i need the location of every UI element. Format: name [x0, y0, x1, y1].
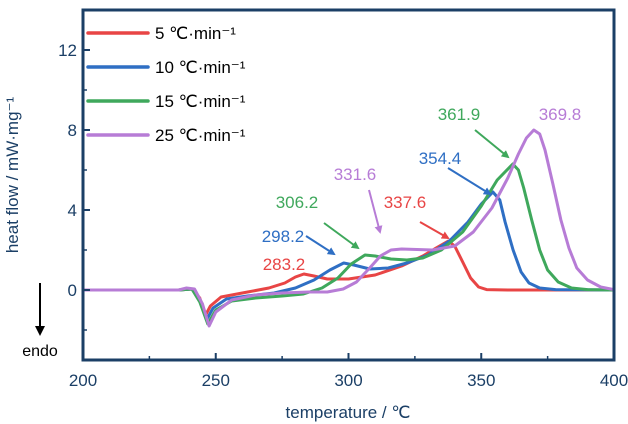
y-tick-label-8: 8: [68, 121, 77, 140]
series-line-5-k-min: [81, 239, 616, 318]
y-tick-label-4: 4: [68, 201, 77, 220]
peak-label-306-2: 306.2: [276, 193, 319, 212]
peak-label-361-9: 361.9: [438, 105, 481, 124]
peak-label-354-4: 354.4: [419, 149, 462, 168]
peak-arrow-306-2: [323, 222, 360, 250]
x-tick-label-400: 400: [600, 371, 628, 390]
y-axis-title: heat flow / mW·mg⁻¹: [3, 97, 22, 254]
peak-label-331-6: 331.6: [334, 165, 377, 184]
series-line-10-k-min: [81, 190, 616, 322]
legend-label: 25 ℃·min⁻¹: [155, 126, 246, 145]
peak-arrow-354-4: [447, 167, 492, 196]
series-line-25-k-min: [81, 128, 616, 328]
x-tick-label-350: 350: [467, 371, 495, 390]
legend-label: 5 ℃·min⁻¹: [155, 24, 236, 43]
peak-label-298-2: 298.2: [262, 227, 305, 246]
x-axis-title: temperature / ℃: [286, 403, 411, 422]
y-tick-label-0: 0: [68, 281, 77, 300]
series-line-15-k-min: [81, 162, 616, 326]
legend-label: 10 ℃·min⁻¹: [155, 58, 246, 77]
peak-arrow-361-9: [474, 129, 510, 159]
x-tick-label-200: 200: [69, 371, 97, 390]
legend-label: 15 ℃·min⁻¹: [155, 92, 246, 111]
peak-label-337-6: 337.6: [384, 193, 427, 212]
x-tick-label-300: 300: [334, 371, 362, 390]
series-lines: [81, 128, 616, 328]
peak-arrow-337-6: [419, 221, 450, 239]
peak-arrow-331-6: [368, 189, 383, 234]
legend: 5 ℃·min⁻¹ 10 ℃·min⁻¹ 15 ℃·min⁻¹ 25 ℃·min⁻¹: [86, 24, 246, 145]
peak-annotations: 283.2 298.2 306.2 331.6 337.6 354.4 361.9 369.8: [262, 105, 582, 274]
axis-ticks: 200 250 300 350 400 0 4 8 12: [58, 41, 628, 390]
x-tick-label-250: 250: [202, 371, 230, 390]
peak-label-283-2: 283.2: [263, 255, 306, 274]
endo-label: endo: [22, 343, 58, 360]
peak-label-369-8: 369.8: [539, 105, 582, 124]
y-tick-label-12: 12: [58, 41, 77, 60]
peak-arrow-298-2: [305, 235, 336, 256]
